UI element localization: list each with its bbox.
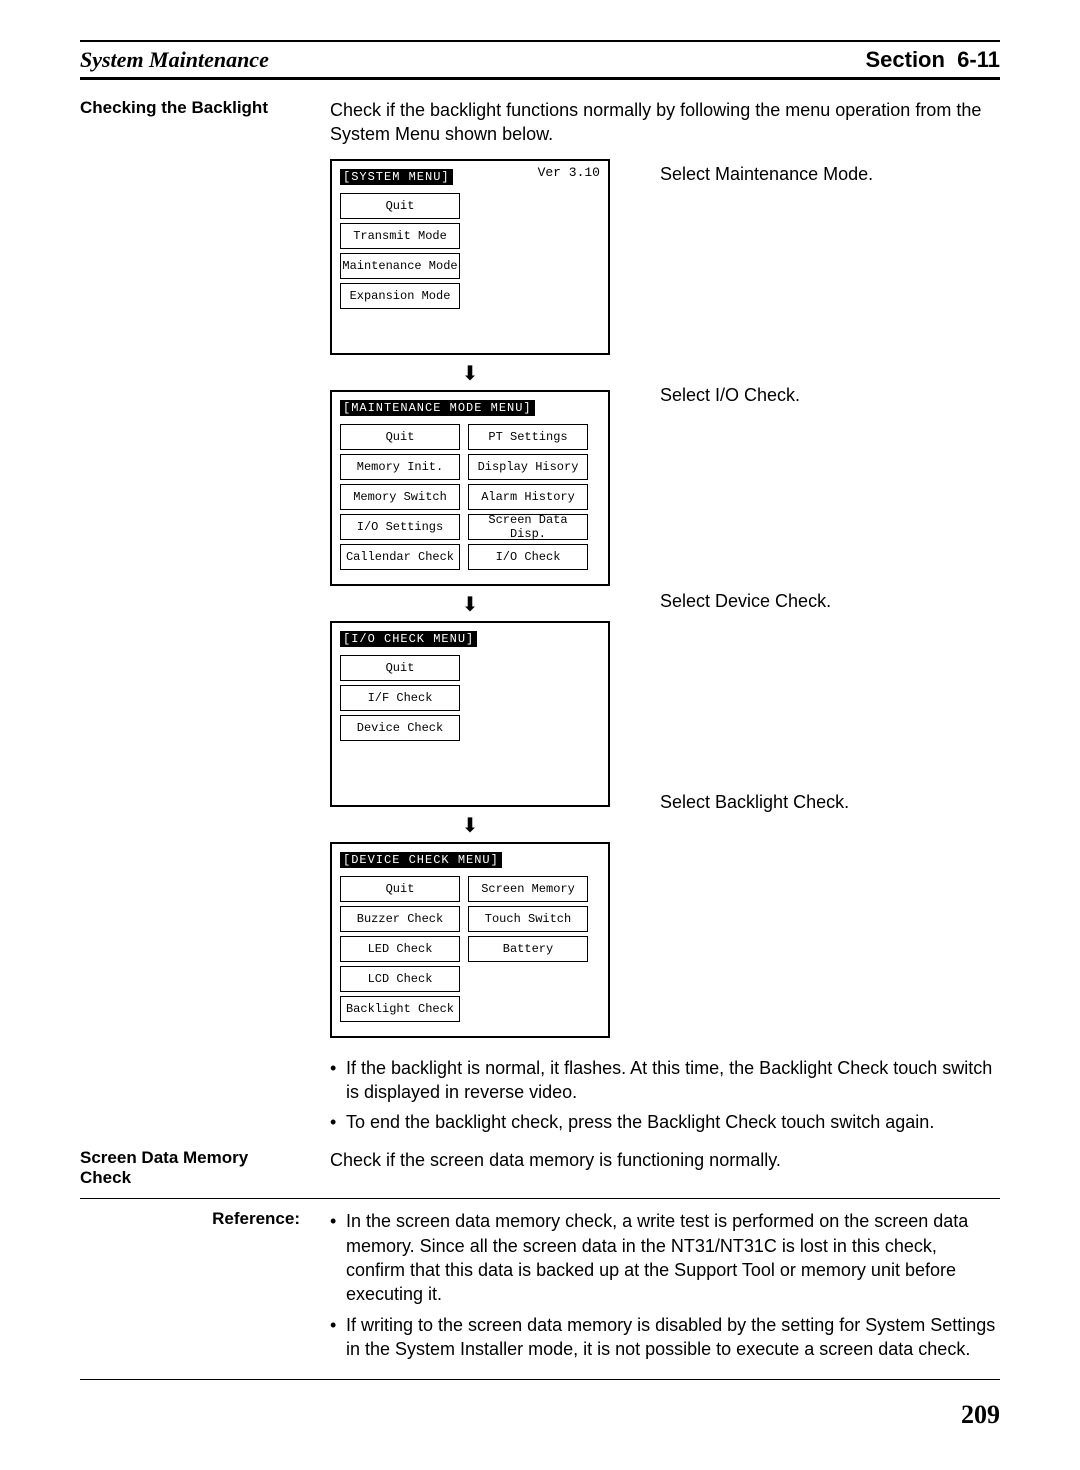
version-label: Ver 3.10 (538, 165, 600, 180)
header-right: Section 6-11 (865, 47, 1000, 73)
header-left: System Maintenance (80, 47, 269, 73)
arrow-down-icon: ⬇ (330, 813, 610, 838)
result-bullet: If the backlight is normal, it flashes. … (330, 1056, 1000, 1105)
section-number: 6-11 (957, 47, 1000, 72)
lcd-check-button[interactable]: LCD Check (340, 966, 460, 992)
quit-button[interactable]: Quit (340, 193, 460, 219)
page-header: System Maintenance Section 6-11 (80, 45, 1000, 80)
quit-button[interactable]: Quit (340, 424, 460, 450)
calendar-check-button[interactable]: Callendar Check (340, 544, 460, 570)
section-label: Section (865, 47, 944, 72)
backlight-check-button[interactable]: Backlight Check (340, 996, 460, 1022)
screen-data-disp-button[interactable]: Screen Data Disp. (468, 514, 588, 540)
reference-label: Reference: (80, 1209, 330, 1367)
reference-block: Reference: In the screen data memory che… (80, 1198, 1000, 1380)
subsection-text: Check if the screen data memory is funct… (330, 1148, 1000, 1188)
arrow-down-icon: ⬇ (330, 592, 610, 617)
touch-switch-button[interactable]: Touch Switch (468, 906, 588, 932)
memory-init-button[interactable]: Memory Init. (340, 454, 460, 480)
maintenance-mode-panel: [MAINTENANCE MODE MENU] QuitPT Settings … (330, 390, 610, 586)
label-line: Check (80, 1168, 330, 1188)
step-description: Select I/O Check. (660, 385, 1000, 406)
step-description: Select Backlight Check. (660, 792, 1000, 813)
expansion-mode-button[interactable]: Expansion Mode (340, 283, 460, 309)
panel-title: [DEVICE CHECK MENU] (340, 852, 502, 868)
pt-settings-button[interactable]: PT Settings (468, 424, 588, 450)
led-check-button[interactable]: LED Check (340, 936, 460, 962)
label-line: Screen Data Memory (80, 1148, 330, 1168)
transmit-mode-button[interactable]: Transmit Mode (340, 223, 460, 249)
io-settings-button[interactable]: I/O Settings (340, 514, 460, 540)
subsection-intro: Check if the backlight functions normall… (330, 98, 1000, 147)
if-check-button[interactable]: I/F Check (340, 685, 460, 711)
battery-button[interactable]: Battery (468, 936, 588, 962)
page-number: 209 (80, 1400, 1000, 1430)
panel-title: [MAINTENANCE MODE MENU] (340, 400, 535, 416)
screen-memory-button[interactable]: Screen Memory (468, 876, 588, 902)
subsection-label: Screen Data Memory Check (80, 1148, 330, 1188)
reference-bullet: In the screen data memory check, a write… (330, 1209, 1000, 1306)
io-check-button[interactable]: I/O Check (468, 544, 588, 570)
device-check-panel: [DEVICE CHECK MENU] Quit Screen Memory Bu… (330, 842, 610, 1038)
maintenance-mode-button[interactable]: Maintenance Mode (340, 253, 460, 279)
reference-bullet: If writing to the screen data memory is … (330, 1313, 1000, 1362)
quit-button[interactable]: Quit (340, 655, 460, 681)
display-history-button[interactable]: Display Hisory (468, 454, 588, 480)
device-check-button[interactable]: Device Check (340, 715, 460, 741)
arrow-down-icon: ⬇ (330, 361, 610, 386)
panel-title: [I/O CHECK MENU] (340, 631, 477, 647)
buzzer-check-button[interactable]: Buzzer Check (340, 906, 460, 932)
memory-switch-button[interactable]: Memory Switch (340, 484, 460, 510)
subsection-label: Checking the Backlight (80, 98, 330, 147)
alarm-history-button[interactable]: Alarm History (468, 484, 588, 510)
step-description: Select Device Check. (660, 591, 1000, 612)
step-description: Select Maintenance Mode. (660, 164, 1000, 185)
io-check-panel: [I/O CHECK MENU] Quit I/F Check Device C… (330, 621, 610, 807)
result-bullet: To end the backlight check, press the Ba… (330, 1110, 1000, 1134)
quit-button[interactable]: Quit (340, 876, 460, 902)
system-menu-panel: [SYSTEM MENU] Ver 3.10 Quit Transmit Mod… (330, 159, 610, 355)
panel-title: [SYSTEM MENU] (340, 169, 453, 185)
